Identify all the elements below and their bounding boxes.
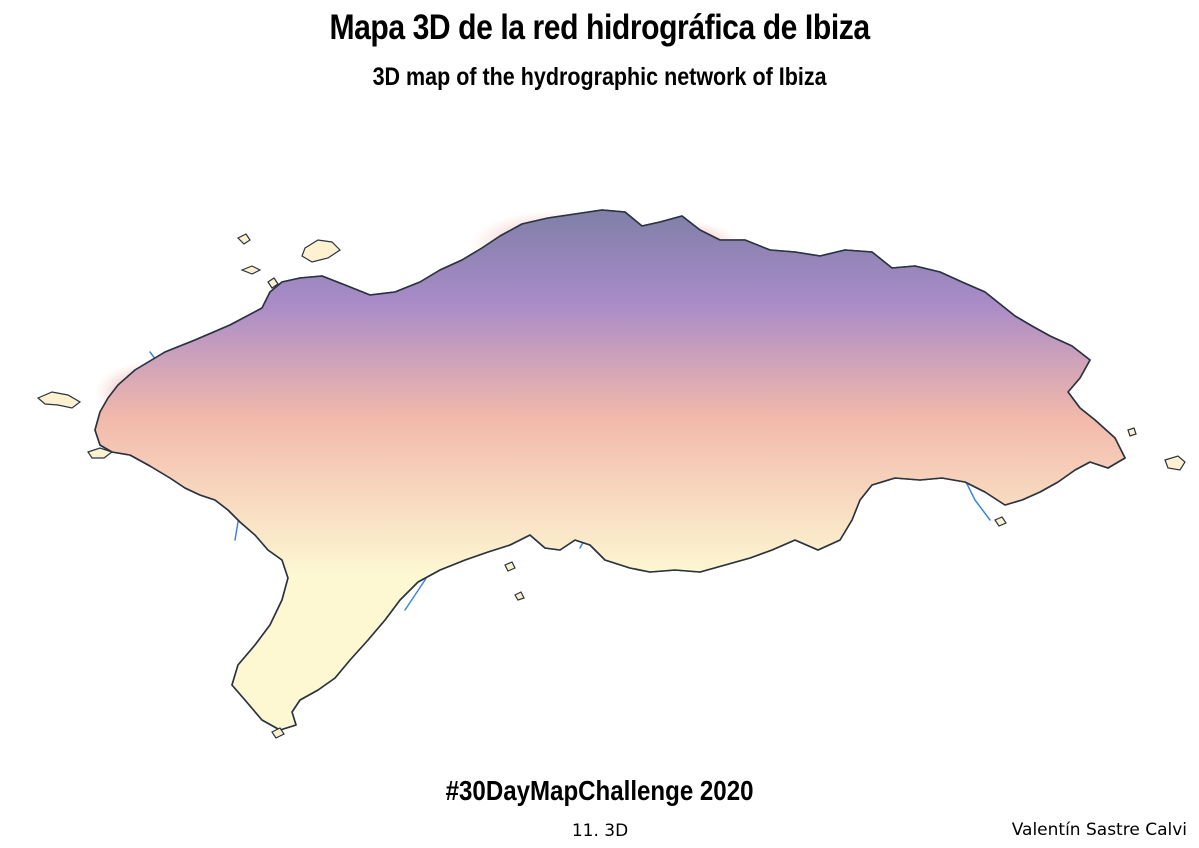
challenge-day: 11. 3D	[571, 821, 629, 841]
islet-south	[87, 447, 114, 459]
islet-sw	[271, 727, 285, 739]
islet-northwest	[301, 239, 341, 263]
islet-east	[1164, 455, 1186, 471]
islets	[36, 233, 1186, 739]
islet-north-small	[236, 233, 251, 245]
challenge-hashtag: #30DayMapChallenge 2020	[445, 775, 754, 806]
islet-e-1	[994, 516, 1007, 527]
islet-s-1	[504, 561, 516, 572]
page-title: Mapa 3D de la red hidrográfica de Ibiza	[329, 8, 870, 47]
islet-west	[36, 391, 82, 409]
islet-s-2	[514, 591, 525, 601]
islet-north-small-2	[240, 265, 262, 275]
page-subtitle: 3D map of the hydrographic network of Ib…	[372, 63, 827, 91]
islet-north-small-3	[267, 277, 279, 289]
islet-e-2	[1127, 427, 1137, 437]
author-credit: Valentín Sastre Calvi	[1011, 820, 1187, 840]
